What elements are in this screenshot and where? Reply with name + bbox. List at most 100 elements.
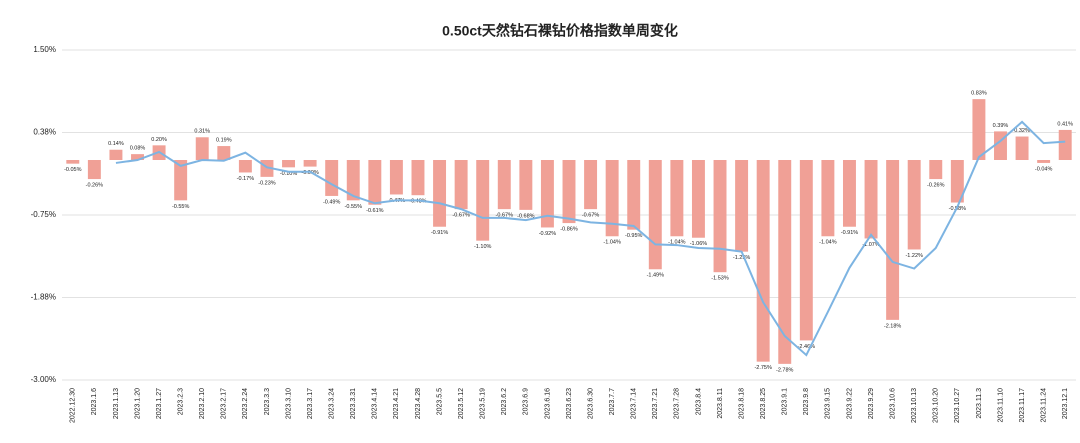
bar [907, 160, 921, 250]
x-tick-label: 2023.8.25 [760, 388, 767, 419]
x-tick-label: 2023.11.10 [997, 388, 1004, 423]
bar [1037, 160, 1051, 163]
x-tick-label: 2023.2.3 [178, 388, 185, 415]
bar [195, 137, 209, 160]
data-label: -1.25% [733, 255, 751, 261]
data-label: -0.67% [452, 213, 470, 219]
x-tick-label: 2023.9.8 [803, 388, 810, 415]
x-tick-label: 2023.10.6 [889, 388, 896, 419]
x-tick-label: 2023.3.24 [329, 388, 336, 419]
y-tick-label: -1.88% [31, 293, 56, 302]
bar [411, 160, 425, 196]
bar [735, 160, 749, 252]
data-label: -0.92% [539, 231, 557, 237]
data-label: -1.10% [474, 244, 492, 250]
x-tick-label: 2023.6.9 [523, 388, 530, 415]
bar [174, 160, 188, 201]
bar [540, 160, 554, 228]
data-label: -0.67% [496, 213, 514, 219]
bar [799, 160, 813, 341]
bar [1058, 129, 1072, 160]
x-tick-label: 2023.3.3 [264, 388, 271, 415]
data-label: -1.53% [711, 276, 729, 282]
data-label: 0.14% [108, 141, 124, 147]
data-label: -1.49% [647, 273, 665, 279]
data-label: -1.07% [862, 242, 880, 248]
x-tick-label: 2023.11.3 [976, 388, 983, 419]
data-label: -0.04% [1035, 166, 1053, 172]
data-label: -0.91% [841, 230, 859, 236]
x-tick-label: 2023.2.24 [242, 388, 249, 419]
data-label: -0.48% [409, 199, 427, 205]
x-tick-label: 2023.5.19 [480, 388, 487, 419]
x-tick-label: 2023.10.27 [954, 388, 961, 423]
x-tick-label: 2023.10.20 [933, 388, 940, 423]
x-tick-label: 2023.1.6 [91, 388, 98, 415]
bar [131, 154, 144, 160]
data-label: -0.09% [301, 170, 319, 176]
bar [454, 160, 468, 210]
x-tick-label: 2023.6.23 [566, 388, 573, 419]
bar [562, 160, 576, 224]
bar [368, 160, 382, 205]
bar [842, 160, 856, 227]
x-tick-label: 2023.6.2 [501, 388, 508, 415]
chart-title: 0.50ct天然钻石裸钻价格指数单周变化 [442, 23, 678, 39]
bar [821, 160, 835, 237]
bar [497, 160, 511, 210]
x-tick-label: 2023.9.15 [825, 388, 832, 419]
x-tick-label: 2023.3.31 [350, 388, 357, 419]
data-label: -0.05% [64, 167, 82, 173]
x-tick-label: 2023.1.27 [156, 388, 163, 419]
x-tick-label: 2023.9.29 [868, 388, 875, 419]
data-label: 0.41% [1057, 121, 1073, 127]
data-label: -0.91% [431, 230, 449, 236]
data-label: -0.10% [280, 171, 298, 177]
x-tick-label: 2023.7.21 [652, 388, 659, 419]
x-tick-label: 2023.4.14 [372, 388, 379, 419]
x-tick-label: 2023.8.18 [738, 388, 745, 419]
bar [691, 160, 705, 238]
data-label: -1.04% [668, 240, 686, 246]
bar [972, 99, 986, 160]
bar [282, 160, 296, 168]
bar [648, 160, 662, 270]
bar [433, 160, 447, 227]
y-tick-label: 1.50% [33, 45, 56, 54]
x-tick-label: 2023.7.7 [609, 388, 616, 415]
data-label: -2.78% [776, 367, 794, 373]
x-tick-label: 2023.3.10 [285, 388, 292, 419]
bar [87, 160, 101, 180]
data-label: 0.31% [194, 129, 210, 135]
data-label: -1.04% [819, 240, 837, 246]
x-tick-label: 2023.6.16 [544, 388, 551, 419]
bar [778, 160, 792, 364]
x-tick-label: 2023.11.24 [1040, 388, 1047, 423]
bar [217, 146, 231, 160]
x-tick-label: 2023.8.11 [717, 388, 724, 419]
x-tick-label: 2023.9.1 [782, 388, 789, 415]
bar [389, 160, 403, 195]
data-label: -0.67% [582, 213, 600, 219]
bar [584, 160, 598, 210]
data-label: -0.55% [345, 204, 363, 210]
data-label: -0.95% [625, 233, 643, 239]
bar [1015, 136, 1029, 160]
x-tick-label: 2023.3.17 [307, 388, 314, 419]
bar [670, 160, 684, 237]
line [115, 120, 1066, 357]
bar [303, 160, 317, 167]
x-tick-label: 2023.8.4 [695, 388, 702, 415]
bar [109, 149, 123, 160]
data-label: -2.46% [798, 344, 816, 350]
x-tick-label: 2023.7.28 [674, 388, 681, 419]
x-tick-label: 2023.1.20 [134, 388, 141, 419]
data-label: 0.32% [1014, 128, 1030, 134]
x-tick-label: 2023.4.21 [393, 388, 400, 419]
bar [756, 160, 770, 362]
data-label: -0.86% [560, 227, 578, 233]
x-tick-label: 2023.6.30 [587, 388, 594, 419]
data-label: -0.55% [172, 204, 190, 210]
x-tick-label: 2023.7.14 [631, 388, 638, 419]
